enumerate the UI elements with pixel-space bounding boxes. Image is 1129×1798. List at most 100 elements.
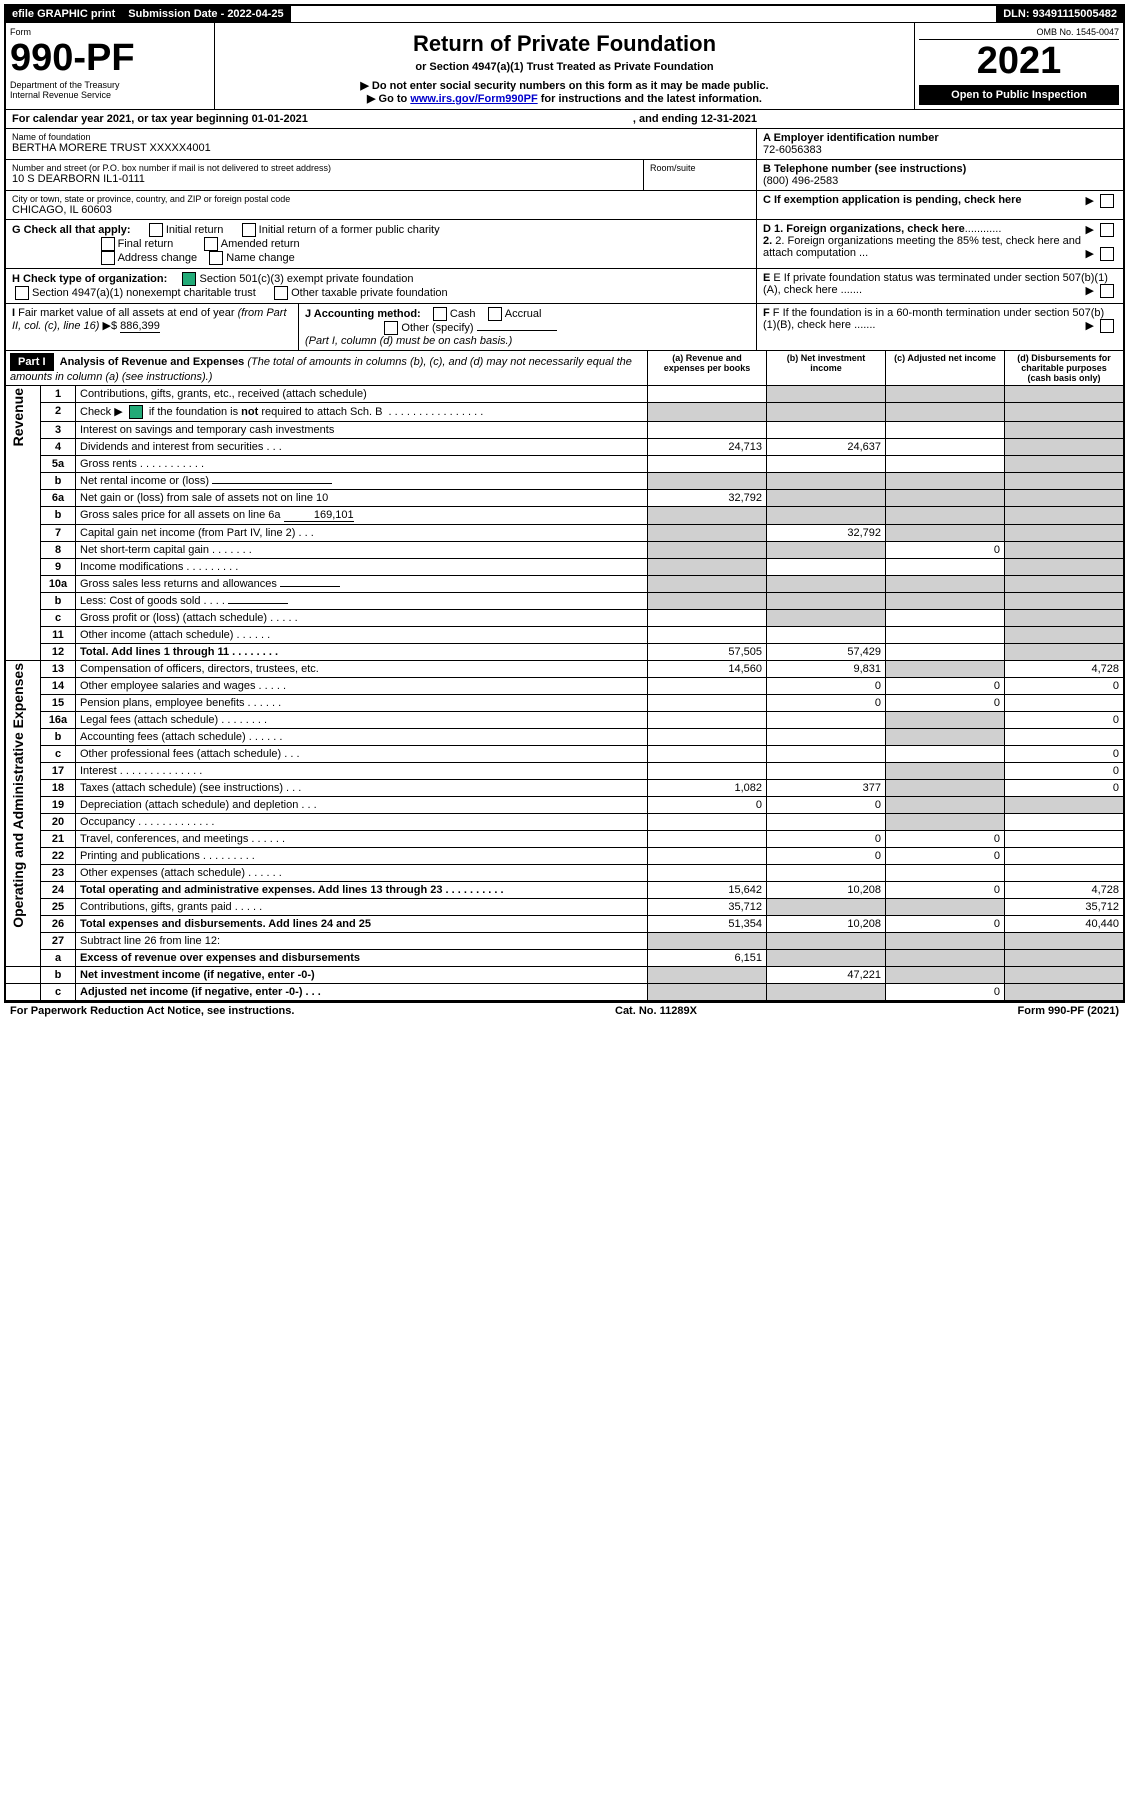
g-final-cb[interactable] [101,237,115,251]
line-25: Contributions, gifts, grants paid . . . … [76,899,648,916]
calendar-end: , and ending 12-31-2021 [627,110,763,128]
note2-pre: ▶ Go to [367,93,410,105]
val-24d: 4,728 [1005,882,1124,899]
val-26d: 40,440 [1005,916,1124,933]
j-other-cb[interactable] [384,321,398,335]
f-cb[interactable] [1100,319,1114,333]
line-16a: Legal fees (attach schedule) . . . . . .… [76,712,648,729]
line-5b: Net rental income or (loss) [76,473,648,490]
entity-row-1: Name of foundation BERTHA MORERE TRUST X… [6,128,1123,159]
city-cell: City or town, state or province, country… [6,191,757,219]
footer-right: Form 990-PF (2021) [1018,1005,1119,1017]
h-label: H Check type of organization: [12,273,167,285]
g-namechange-cb[interactable] [209,251,223,265]
ein-label: A Employer identification number [763,132,1117,144]
val-26c: 0 [886,916,1005,933]
val-13d: 4,728 [1005,661,1124,678]
g-initial-former-cb[interactable] [242,223,256,237]
j-accrual-cb[interactable] [488,307,502,321]
e-cb[interactable] [1100,284,1114,298]
g-d-row: G Check all that apply: Initial return I… [6,219,1123,268]
c-checkbox[interactable] [1100,194,1114,208]
d2-cb[interactable] [1100,247,1114,261]
g-initial-cb[interactable] [149,223,163,237]
schb-cb[interactable] [129,405,143,419]
val-26a: 51,354 [648,916,767,933]
g-final: Final return [118,238,174,250]
addr-value: 10 S DEARBORN IL1-0111 [12,173,637,185]
val-14c: 0 [886,678,1005,695]
phone-value: (800) 496-2583 [763,175,1117,187]
j-note: (Part I, column (d) must be on cash basi… [305,335,512,347]
open-public: Open to Public Inspection [919,85,1119,105]
val-27b: 47,221 [767,967,886,984]
dept-2: Internal Revenue Service [10,90,210,100]
val-25a: 35,712 [648,899,767,916]
phone-label: B Telephone number (see instructions) [763,163,1117,175]
line-10c: Gross profit or (loss) (attach schedule)… [76,610,648,627]
j-cash-cb[interactable] [433,307,447,321]
d1-label: D 1. Foreign organizations, check here [763,223,965,235]
val-19b: 0 [767,797,886,814]
part1-title: Analysis of Revenue and Expenses [60,356,245,368]
line-18: Taxes (attach schedule) (see instruction… [76,780,648,797]
line-8: Net short-term capital gain . . . . . . … [76,542,648,559]
val-4b: 24,637 [767,439,886,456]
line-23: Other expenses (attach schedule) . . . .… [76,865,648,882]
g-amended: Amended return [221,238,300,250]
h-cell: H Check type of organization: Section 50… [6,269,757,303]
form990pf-link[interactable]: www.irs.gov/Form990PF [410,93,537,105]
line-19: Depreciation (attach schedule) and deple… [76,797,648,814]
h-other-cb[interactable] [274,286,288,300]
val-14d: 0 [1005,678,1124,695]
h-e-row: H Check type of organization: Section 50… [6,268,1123,303]
val-27a: 6,151 [648,950,767,967]
g-amended-cb[interactable] [204,237,218,251]
val-25d: 35,712 [1005,899,1124,916]
line-21: Travel, conferences, and meetings . . . … [76,831,648,848]
j-cash: Cash [450,308,476,320]
g-initial: Initial return [166,224,223,236]
dept-1: Department of the Treasury [10,80,210,90]
ein-cell: A Employer identification number 72-6056… [757,129,1123,159]
name-cell: Name of foundation BERTHA MORERE TRUST X… [6,129,757,159]
footer-mid: Cat. No. 11289X [615,1005,697,1017]
val-22b: 0 [767,848,886,865]
note2-post: for instructions and the latest informat… [538,93,762,105]
line-20: Occupancy . . . . . . . . . . . . . [76,814,648,831]
c-label: C If exemption application is pending, c… [763,194,1022,206]
calendar-row: For calendar year 2021, or tax year begi… [6,109,1123,128]
d1-cb[interactable] [1100,223,1114,237]
col-b: (b) Net investment income [767,351,886,386]
val-27c: 0 [886,984,1005,1001]
d2: 2. 2. Foreign organizations meeting the … [763,235,1117,259]
h-4947-cb[interactable] [15,286,29,300]
city-value: CHICAGO, IL 60603 [12,204,750,216]
line-13: Compensation of officers, directors, tru… [76,661,648,678]
i-j-f-row: I Fair market value of all assets at end… [6,303,1123,350]
line-17: Interest . . . . . . . . . . . . . . [76,763,648,780]
e-label: E If private foundation status was termi… [763,272,1108,296]
line-16c: Other professional fees (attach schedule… [76,746,648,763]
line-6b: Gross sales price for all assets on line… [76,507,648,525]
form-label: Form [10,27,210,37]
line-3: Interest on savings and temporary cash i… [76,422,648,439]
val-15b: 0 [767,695,886,712]
line-12: Total. Add lines 1 through 11 . . . . . … [76,644,648,661]
val-14b: 0 [767,678,886,695]
col-d: (d) Disbursements for charitable purpose… [1005,351,1124,386]
val-17d: 0 [1005,763,1124,780]
val-24c: 0 [886,882,1005,899]
val-13b: 9,831 [767,661,886,678]
city-label: City or town, state or province, country… [12,194,750,204]
addr-cell: Number and street (or P.O. box number if… [6,160,644,190]
form-container: efile GRAPHIC print Submission Date - 20… [4,4,1125,1003]
g-addrchange-cb[interactable] [101,251,115,265]
h-501c3-cb[interactable] [182,272,196,286]
form-title: Return of Private Foundation [225,31,904,57]
room-cell: Room/suite [644,160,757,190]
foundation-name: BERTHA MORERE TRUST XXXXX4001 [12,142,750,154]
entity-row-3: City or town, state or province, country… [6,190,1123,219]
note-2: ▶ Go to www.irs.gov/Form990PF for instru… [225,92,904,105]
val-21b: 0 [767,831,886,848]
